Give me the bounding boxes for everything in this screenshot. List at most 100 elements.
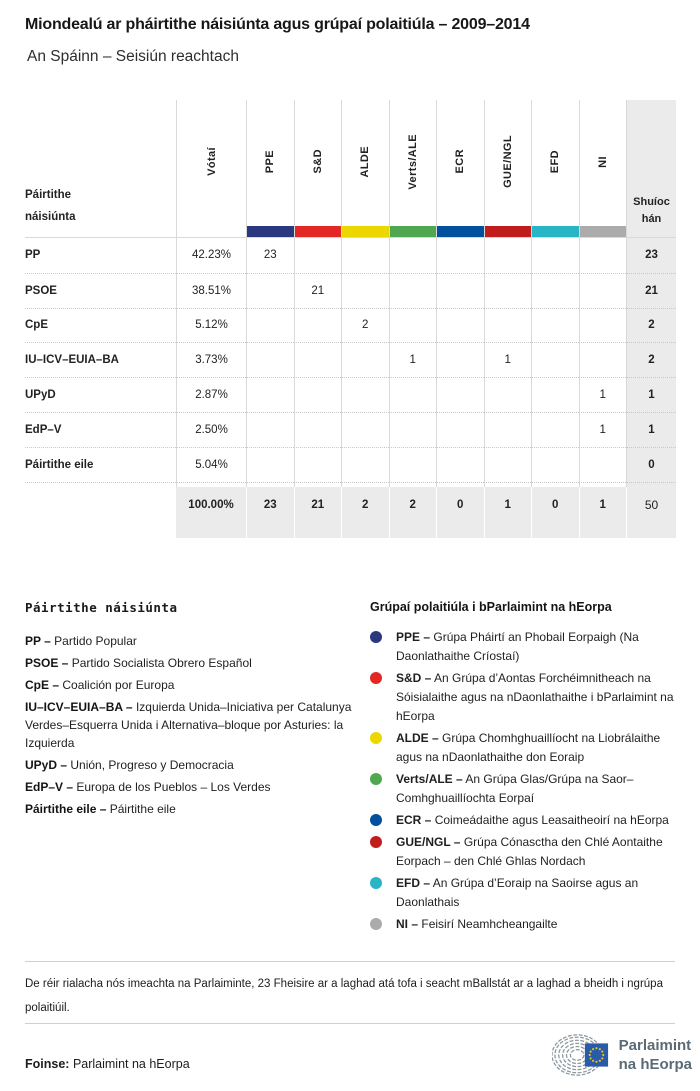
group-seats-cell-ni [578,446,626,482]
party-legend-name: Partido Popular [54,634,137,648]
group-seats-cell-gue-ngl [483,446,531,482]
table-header-votes: Vótaí [176,100,246,238]
political-groups-legend: Grúpaí polaitiúla i bParlaimint na hEorp… [370,600,682,937]
group-seats-cell-ecr [436,272,484,308]
party-legend-item-upyd-: UPyD – Unión, Progreso y Democracia [25,756,359,774]
group-seats-cell-ecr [436,377,484,412]
group-legend-desc: Grúpa Chomhghuaillíocht na Liobrálaithe … [396,731,661,764]
group-seats-cell-s-d [293,377,341,412]
group-seats-cell-s-d [293,238,342,273]
group-seats-cell-ni [578,238,627,273]
group-legend-abbr: S&D – [396,671,432,685]
group-header-label: S&D [311,149,324,174]
divider-bottom [25,1023,675,1024]
spacer-cell [578,481,626,487]
party-legend-abbr: UPyD – [25,758,68,772]
party-legend-item-psoe-: PSOE – Partido Socialista Obrero Español [25,654,359,672]
total-votes-cell: 100.00% [176,486,246,538]
party-legend-item-edp-v-: EdP–V – Europa de los Pueblos – Los Verd… [25,778,359,796]
group-legend-abbr: Verts/ALE – [396,772,463,786]
total-group-seats-cell-alde: 2 [341,486,389,538]
party-name-cell: PSOE [25,272,176,308]
page-subtitle: An Spáinn – Seisiún reachtach [27,48,239,65]
group-color-bar [342,226,389,237]
group-seats-cell-s-d [293,411,341,447]
group-header-label: PPE [264,149,277,174]
group-legend-desc: An Grúpa d’Eoraip na Saoirse agus an Dao… [396,876,639,909]
group-seats-cell-verts-ale [388,446,436,482]
table-header-group-ecr: ECR [436,100,484,238]
group-seats-cell-verts-ale [388,411,436,447]
table-header-group-s-d: S&D [293,100,341,238]
group-seats-cell-efd [531,272,579,308]
group-color-bar [247,226,294,237]
group-color-dot [370,877,382,889]
group-header-label: EFD [549,149,562,174]
spacer-cell [531,481,579,487]
group-seats-cell-ppe [246,272,294,308]
source-label: Foinse: [25,1057,70,1071]
row-total-seats-cell: 2 [626,307,676,343]
group-seats-cell-efd [531,238,579,273]
page-title: Miondealú ar pháirtithe náisiúnta agus g… [25,16,530,33]
group-seats-cell-ni [578,307,626,343]
party-legend-item-iu-icv-euia-ba-: IU–ICV–EUIA–BA – Izquierda Unida–Iniciat… [25,698,359,752]
group-legend-item-verts-ale-: Verts/ALE – An Grúpa Glas/Grúpa na Saor–… [370,770,682,808]
spacer-cell [483,481,531,487]
spacer-cell [293,481,341,487]
group-seats-cell-gue-ngl [483,307,531,343]
group-legend-desc: An Grúpa d’Aontas Forchéimnitheach na Só… [396,671,674,723]
footnote: De réir rialacha nós imeachta na Parlaim… [25,978,663,1014]
group-header-label: ECR [454,149,467,174]
row-total-seats-cell: 0 [626,446,676,482]
group-seats-cell-efd [531,307,579,343]
group-seats-cell-verts-ale [388,238,437,273]
table-header-group-efd: EFD [531,100,579,238]
group-seats-cell-alde: 2 [341,307,389,343]
group-legend-abbr: EFD – [396,876,431,890]
group-header-label: GUE/NGL [501,135,514,188]
ep-hemicycle-icon [551,1034,608,1076]
party-legend-name: Europa de los Pueblos – Los Verdes [76,780,271,794]
results-table: Páirtithe náisiúnta Vótaí PPE S&D ALDE Verts/A… [25,100,676,538]
total-group-seats-cell-ppe: 23 [246,486,294,538]
votes-cell: 38.51% [176,272,246,308]
national-parties-legend: Páirtithe náisiúnta PP – Partido Popular… [25,600,359,822]
party-legend-name: Unión, Progreso y Democracia [70,758,234,772]
votes-cell: 42.23% [176,238,246,273]
party-legend-abbr: Páirtithe eile – [25,802,107,816]
group-legend-abbr: NI – [396,917,419,931]
group-color-dot [370,773,382,785]
group-seats-cell-gue-ngl [483,411,531,447]
group-legend-abbr: ECR – [396,813,432,827]
grand-total-seats-cell: 50 [626,486,676,538]
party-name-cell: PP [25,249,41,262]
row-total-seats-cell: 2 [626,342,676,378]
group-seats-cell-efd [531,342,579,378]
group-seats-cell-ppe [246,446,294,482]
group-color-dot [370,918,382,930]
total-group-seats-cell-ni: 1 [578,486,626,538]
group-seats-cell-efd [531,377,579,412]
table-header-seats: Shuíoc hán [626,100,676,238]
total-group-seats-cell-s-d: 21 [293,486,341,538]
group-color-dot [370,631,382,643]
group-seats-cell-ni: 1 [578,411,626,447]
total-group-seats-cell-gue-ngl: 1 [483,486,531,538]
group-legend-abbr: ALDE – [396,731,439,745]
group-legend-desc: Grúpa Cónasctha den Chlé Aontaithe Eorpa… [396,835,663,868]
group-seats-cell-efd [531,411,579,447]
ep-logo-text: Parlaimint na hEorpa [619,1036,692,1074]
votes-cell: 3.73% [176,342,246,378]
group-color-dot [370,814,382,826]
group-color-bar [579,226,626,237]
total-row-empty-cell [25,487,176,538]
group-seats-cell-ecr [436,411,484,447]
spacer-cell [388,481,436,487]
group-seats-cell-ecr [436,307,484,343]
source-line: Foinse: Parlaimint na hEorpa [25,1057,190,1071]
group-seats-cell-gue-ngl: 1 [483,342,531,378]
national-parties-legend-items: PP – Partido Popular PSOE – Partido Socia… [25,632,359,818]
row-total-seats-cell: 23 [626,238,676,273]
votes-cell: 2.87% [176,377,246,412]
